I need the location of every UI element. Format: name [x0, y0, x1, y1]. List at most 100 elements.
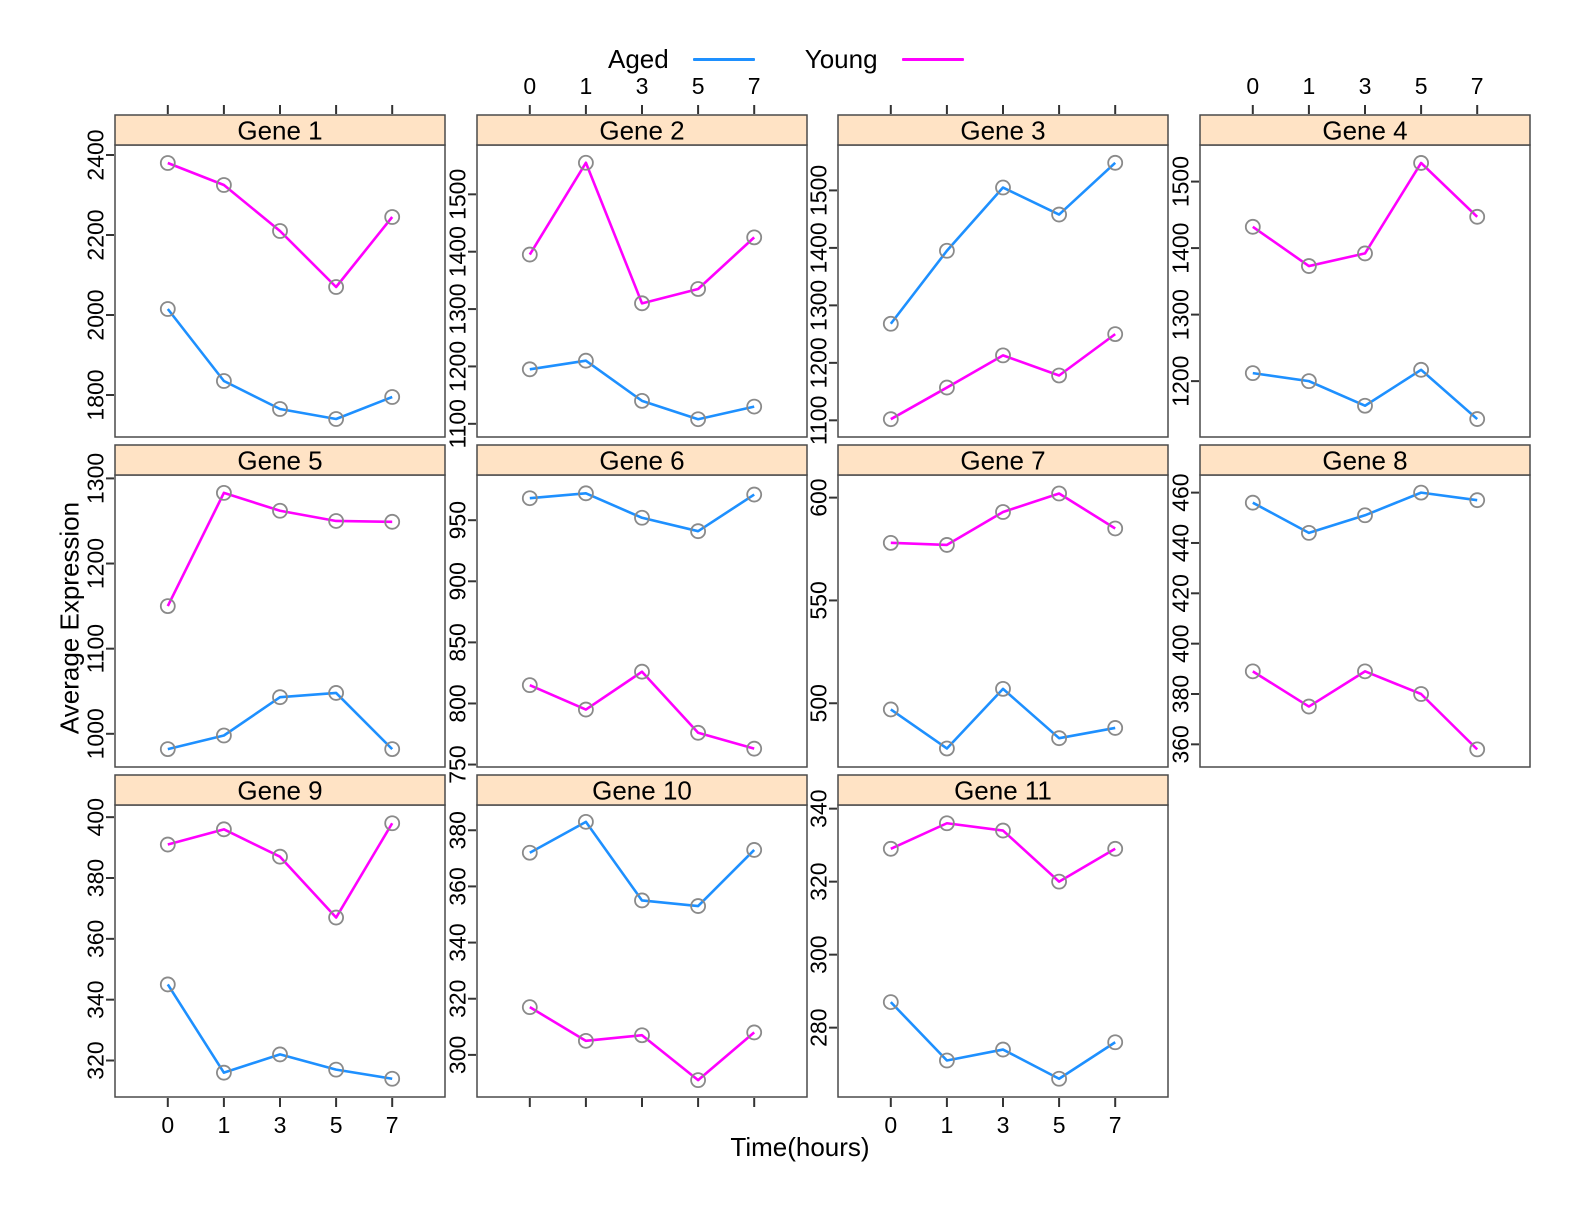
panel-strip — [837, 444, 1169, 476]
x-tick-label-top: 3 — [636, 73, 649, 99]
aged-line — [529, 492, 755, 533]
aged-point-marker — [215, 727, 232, 744]
x-tick-label-bottom: 7 — [1109, 1112, 1122, 1138]
aged-point-marker — [215, 373, 232, 389]
young-point-marker — [159, 155, 176, 171]
y-tick-label: 900 — [444, 562, 470, 600]
aged-point-marker — [1244, 494, 1261, 511]
young-point-marker — [215, 484, 232, 501]
young-point-marker — [384, 815, 401, 832]
young-point-marker — [690, 724, 706, 741]
young-point-marker — [995, 347, 1011, 364]
aged-line — [167, 691, 394, 751]
y-tick-label: 300 — [444, 1036, 470, 1074]
young-point-marker — [1244, 663, 1261, 680]
young-line — [890, 492, 1116, 547]
panel-area — [837, 804, 1169, 1098]
aged-line — [889, 161, 1117, 325]
panel-gene-10: Gene 10 300 320 340 360 380 — [444, 774, 808, 1107]
aged-point-marker — [634, 892, 650, 909]
y-tick-label: 950 — [444, 501, 470, 539]
y-tick-label: 400 — [1167, 624, 1193, 662]
young-point-marker — [690, 281, 706, 297]
y-tick-label: 600 — [805, 478, 831, 516]
aged-point-marker — [1357, 397, 1373, 414]
y-tick-label: 1300 — [1167, 289, 1193, 340]
legend-label-aged: Aged — [608, 44, 669, 74]
panel-area — [114, 474, 446, 768]
aged-point-marker — [939, 1052, 955, 1069]
aged-point-marker — [995, 1041, 1011, 1058]
y-tick-label: 1500 — [444, 169, 470, 220]
x-tick-label-bottom: 3 — [274, 1112, 287, 1138]
young-point-marker — [159, 836, 176, 853]
panel-title: Gene 7 — [960, 445, 1045, 475]
young-point-marker — [384, 513, 401, 530]
panel-strip — [837, 114, 1169, 146]
y-tick-label: 280 — [805, 1008, 831, 1046]
panel-gene-9: Gene 9 320 340 360 380 400 0 1 3 5 7 — [82, 774, 446, 1138]
young-point-marker — [882, 840, 899, 857]
aged-point-marker — [384, 741, 401, 758]
young-point-marker — [521, 677, 538, 694]
aged-point-marker — [690, 411, 706, 428]
aged-line — [166, 983, 393, 1081]
aged-point-marker — [1051, 730, 1067, 747]
young-point-marker — [746, 740, 763, 757]
panel-strip — [1199, 444, 1531, 476]
young-point-marker — [1051, 367, 1067, 384]
y-tick-label: 340 — [805, 789, 831, 827]
aged-point-marker — [384, 1070, 401, 1087]
y-tick-label: 460 — [1167, 473, 1193, 511]
y-tick-label: 1200 — [444, 341, 470, 392]
young-point-marker — [882, 534, 899, 551]
young-line — [167, 822, 394, 919]
y-tick-label: 1200 — [805, 337, 831, 388]
young-point-marker — [995, 822, 1011, 839]
panel-gene-1: Gene 1 1800 2000 2200 2400 — [82, 105, 446, 438]
y-tick-label: 2200 — [82, 209, 108, 260]
y-tick-label: 1400 — [444, 226, 470, 277]
aged-line — [890, 687, 1116, 750]
young-point-marker — [215, 821, 232, 838]
young-point-marker — [882, 411, 899, 428]
young-point-marker — [1107, 520, 1124, 537]
aged-point-marker — [882, 315, 899, 332]
x-tick-label-bottom: 0 — [884, 1112, 897, 1138]
young-point-marker — [272, 502, 288, 519]
x-tick-label-bottom: 7 — [386, 1112, 399, 1138]
aged-line — [529, 359, 755, 421]
young-point-marker — [578, 154, 594, 171]
young-point-marker — [939, 379, 955, 396]
x-tick-label-top: 1 — [580, 73, 593, 99]
young-line — [890, 821, 1116, 883]
y-tick-label: 320 — [444, 980, 470, 1018]
aged-point-marker — [882, 994, 899, 1010]
young-point-marker — [1413, 155, 1429, 171]
young-point-marker — [272, 223, 288, 239]
panel-area — [476, 474, 808, 768]
panel-strip — [476, 444, 808, 476]
young-point-marker — [1244, 218, 1261, 235]
young-point-marker — [578, 1032, 594, 1049]
y-tick-label: 550 — [805, 581, 831, 619]
legend-item-aged: Aged — [608, 46, 755, 72]
aged-line-swatch-icon — [692, 57, 755, 61]
young-line — [529, 670, 755, 750]
y-tick-label: 300 — [805, 935, 831, 973]
young-line — [1252, 670, 1479, 751]
aged-point-marker — [272, 689, 288, 706]
aged-point-marker — [634, 509, 650, 526]
y-tick-label: 1300 — [82, 453, 108, 504]
y-tick-label: 320 — [805, 862, 831, 900]
x-tick-label-bottom: 0 — [161, 1112, 174, 1138]
y-tick-label: 1400 — [805, 222, 831, 273]
panel-title: Gene 11 — [954, 775, 1052, 805]
y-tick-label: 420 — [1167, 574, 1193, 612]
panel-area — [476, 144, 808, 438]
young-point-marker — [328, 513, 345, 529]
young-point-marker — [1051, 873, 1067, 890]
aged-point-marker — [746, 486, 763, 503]
aged-point-marker — [1107, 720, 1124, 736]
young-point-marker — [328, 909, 345, 926]
